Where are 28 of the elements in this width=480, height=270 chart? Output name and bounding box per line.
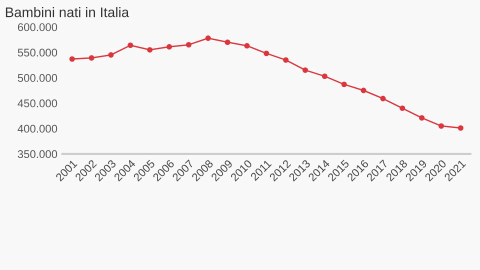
y-tick-label: 550.000 (18, 48, 58, 57)
point (166, 44, 172, 50)
point (205, 35, 211, 41)
point (438, 123, 444, 129)
y-tick-label: 600.000 (18, 23, 58, 32)
point (419, 115, 425, 121)
point (69, 56, 75, 62)
point (283, 57, 289, 63)
point (458, 125, 464, 131)
point (224, 39, 230, 46)
point (244, 43, 250, 49)
point (88, 55, 94, 61)
point (264, 50, 270, 56)
point (128, 42, 134, 48)
point (147, 47, 153, 53)
y-tick-label: 400.000 (18, 124, 58, 133)
y-tick-label: 450.000 (18, 99, 58, 108)
point (108, 52, 114, 58)
point (360, 88, 366, 94)
point (380, 96, 386, 102)
y-tick-label: 350.000 (18, 150, 58, 158)
point (341, 82, 347, 88)
point (186, 42, 192, 48)
y-tick-label: 500.000 (18, 74, 58, 82)
point (302, 67, 308, 73)
chart-title: Bambini nati in Italia (6, 7, 130, 18)
point (322, 73, 328, 80)
point (400, 105, 406, 111)
